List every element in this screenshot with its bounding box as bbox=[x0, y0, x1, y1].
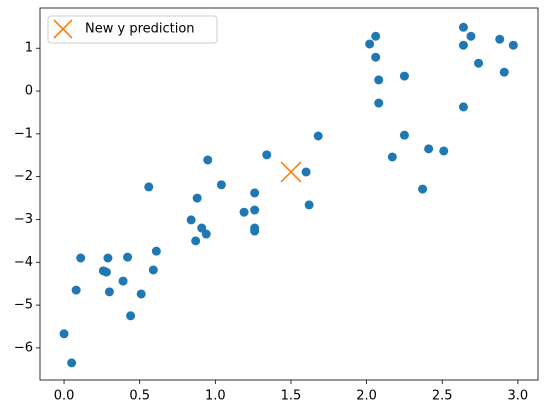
prediction-marker bbox=[280, 161, 302, 183]
point bbox=[136, 289, 146, 299]
point bbox=[123, 252, 133, 262]
point bbox=[371, 31, 381, 41]
point bbox=[126, 311, 136, 321]
point bbox=[374, 75, 384, 85]
point bbox=[418, 184, 428, 194]
point bbox=[439, 146, 449, 156]
point bbox=[466, 31, 476, 41]
point bbox=[101, 267, 111, 277]
point bbox=[76, 253, 86, 263]
point bbox=[387, 152, 397, 162]
point bbox=[148, 265, 158, 275]
point bbox=[67, 358, 77, 368]
point bbox=[250, 226, 260, 236]
point bbox=[216, 180, 226, 190]
point bbox=[495, 34, 505, 44]
y-tick-label: −3 bbox=[14, 212, 33, 227]
point bbox=[239, 207, 249, 217]
y-tick-label: −5 bbox=[14, 298, 33, 313]
point bbox=[458, 22, 468, 32]
point bbox=[250, 188, 260, 198]
y-tick-label: −4 bbox=[14, 255, 33, 270]
point bbox=[399, 71, 409, 81]
x-tick-label: 3.0 bbox=[508, 389, 529, 404]
point bbox=[399, 130, 409, 140]
point bbox=[301, 167, 311, 177]
x-tick-label: 2.0 bbox=[356, 389, 377, 404]
point bbox=[499, 67, 509, 77]
point bbox=[144, 182, 154, 192]
y-tick-label: −6 bbox=[14, 340, 33, 355]
point bbox=[458, 40, 468, 50]
point bbox=[424, 144, 434, 154]
point bbox=[104, 287, 114, 297]
point bbox=[71, 285, 81, 295]
point bbox=[474, 58, 484, 68]
point bbox=[186, 215, 196, 225]
x-tick-label: 0.0 bbox=[54, 389, 75, 404]
point bbox=[201, 229, 211, 239]
point bbox=[313, 131, 323, 141]
point bbox=[118, 276, 128, 286]
point bbox=[103, 253, 113, 263]
point bbox=[304, 200, 314, 210]
x-tick-label: 0.5 bbox=[129, 389, 150, 404]
point bbox=[371, 52, 381, 62]
y-tick-label: −2 bbox=[14, 169, 33, 184]
x-tick-label: 1.5 bbox=[281, 389, 302, 404]
y-tick-label: −1 bbox=[14, 126, 33, 141]
y-tick-label: 1 bbox=[25, 41, 33, 56]
point bbox=[191, 236, 201, 246]
point bbox=[59, 329, 69, 339]
legend-box bbox=[47, 15, 218, 44]
point bbox=[151, 246, 161, 256]
point bbox=[262, 150, 272, 160]
point bbox=[192, 193, 202, 203]
x-tick-label: 1.0 bbox=[205, 389, 226, 404]
legend-marker bbox=[53, 19, 73, 39]
point bbox=[365, 39, 375, 49]
legend-label: New y prediction bbox=[85, 22, 195, 37]
point bbox=[508, 40, 518, 50]
point bbox=[374, 98, 384, 108]
y-tick-label: 0 bbox=[25, 84, 33, 99]
plot-frame bbox=[39, 7, 539, 381]
x-tick-label: 2.5 bbox=[432, 389, 453, 404]
point bbox=[203, 155, 213, 165]
point bbox=[250, 205, 260, 215]
point bbox=[458, 102, 468, 112]
